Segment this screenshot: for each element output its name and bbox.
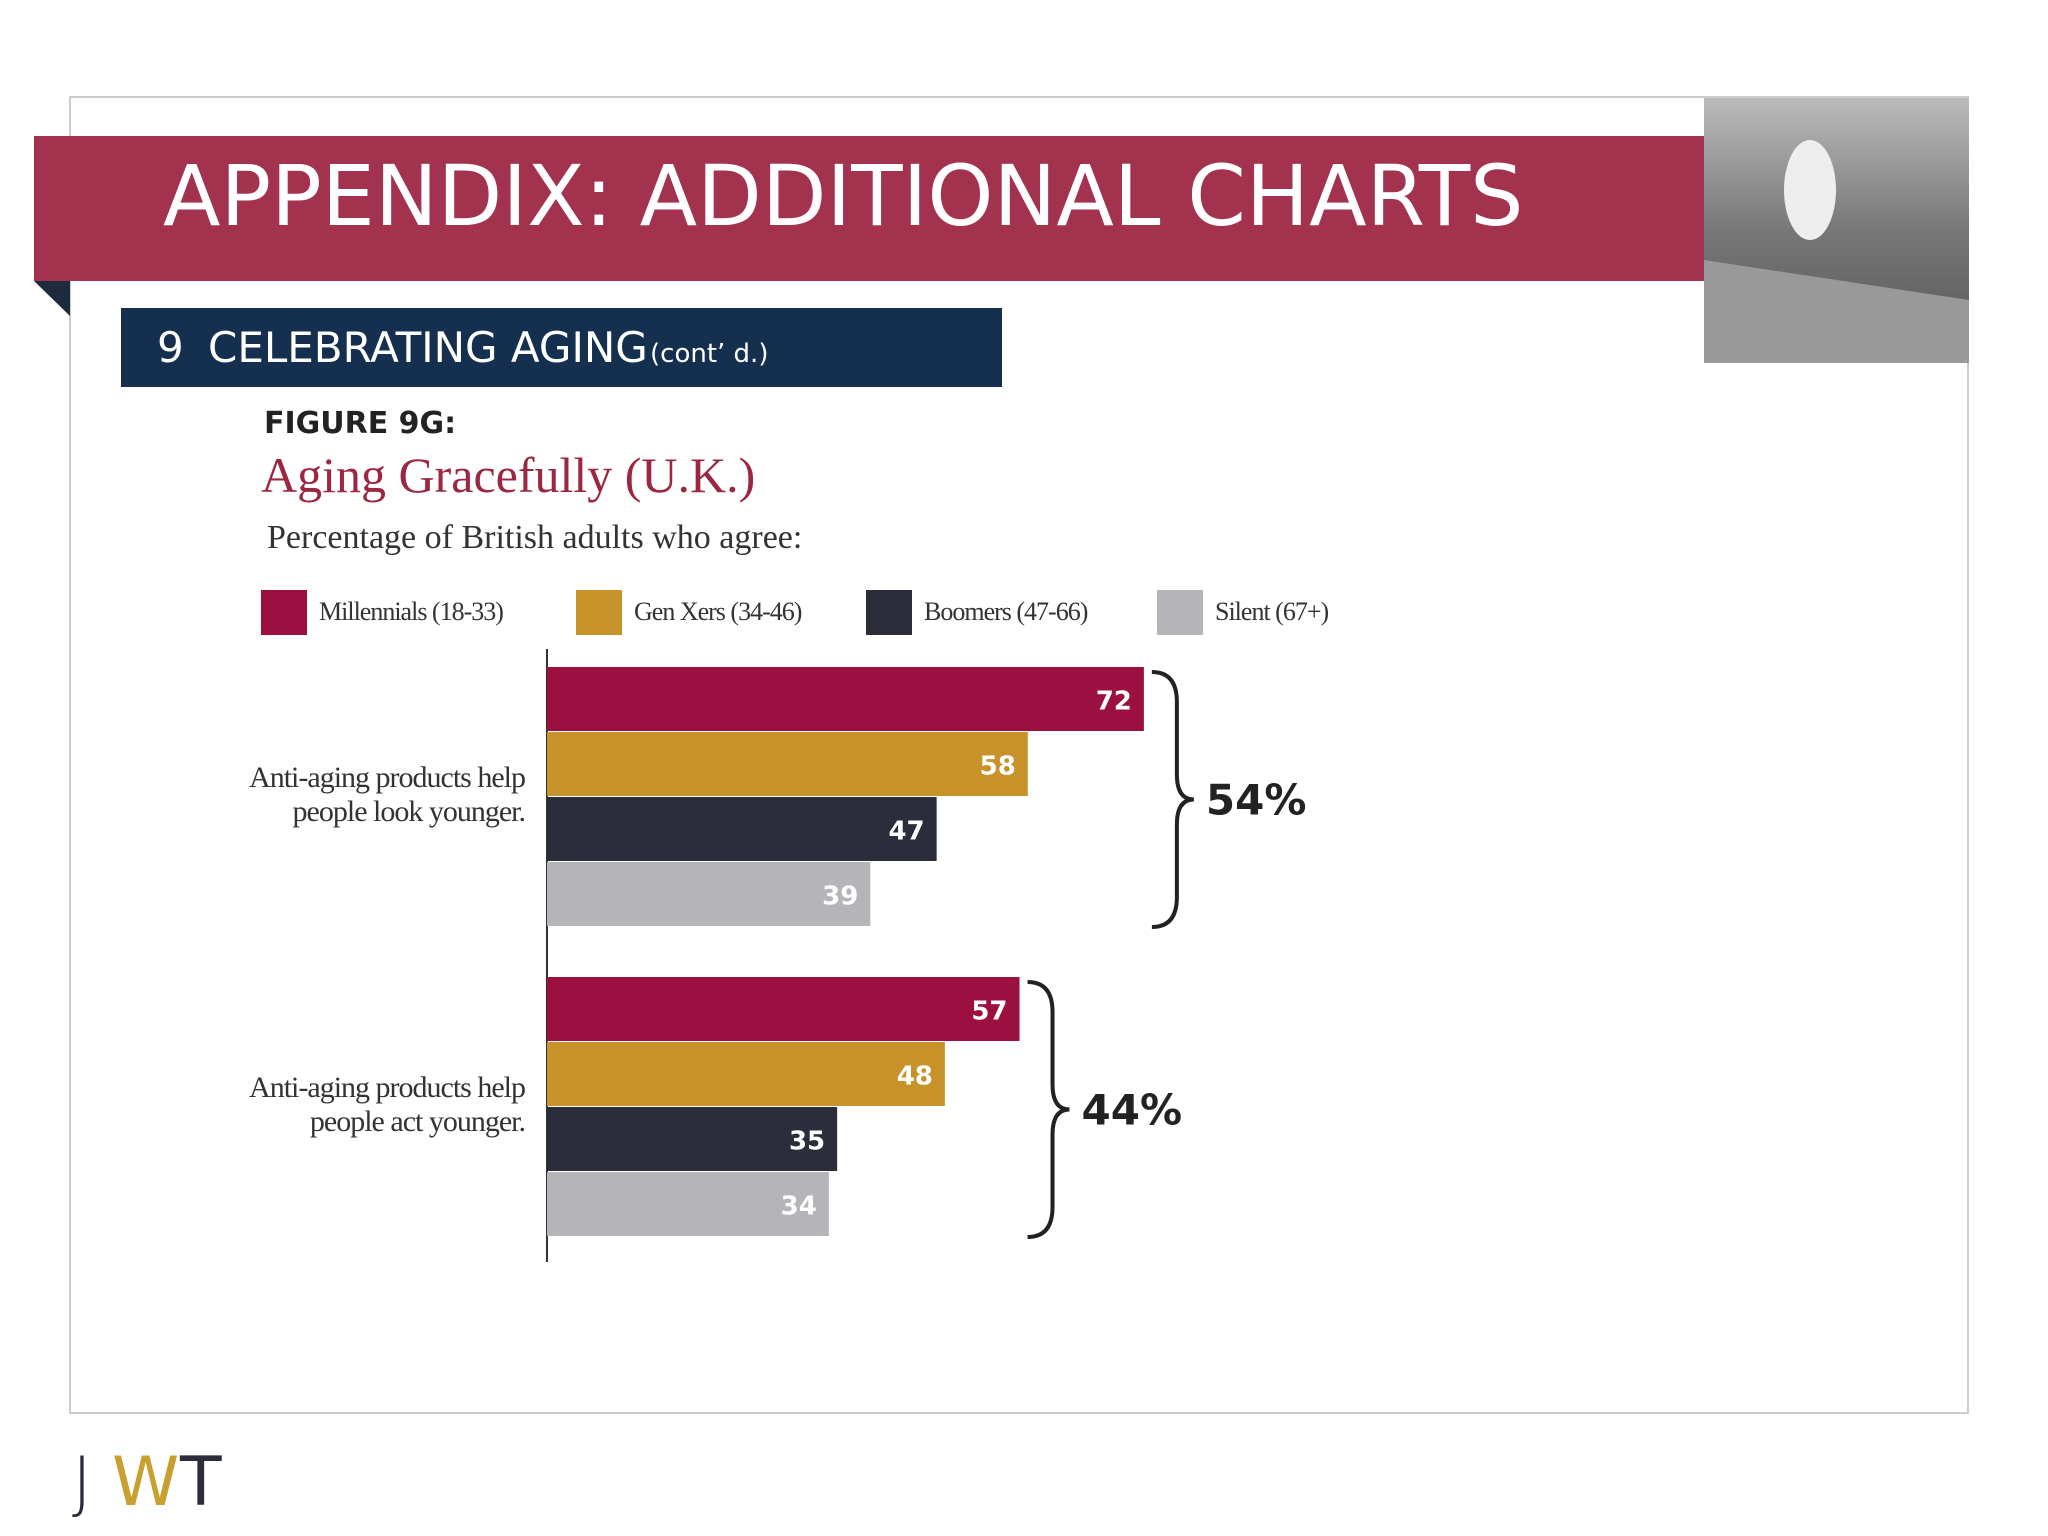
legend-label: Boomers (47-66) (924, 597, 1088, 626)
bar (547, 732, 1028, 796)
legend-swatch (576, 590, 622, 635)
figure-label: FIGURE 9G: (264, 406, 456, 441)
bar (547, 862, 871, 926)
bar (547, 1042, 945, 1106)
section-number: 9 (157, 323, 184, 372)
category-label: Anti-aging products help people look you… (249, 761, 526, 828)
bar (547, 667, 1144, 731)
legend-swatch (261, 590, 307, 635)
value-label: 39 (822, 882, 858, 912)
value-label: 58 (980, 752, 1016, 782)
brace (1151, 670, 1195, 929)
section-title: CELEBRATING AGING (208, 323, 648, 372)
category-label: Anti-aging products help people act youn… (249, 1071, 526, 1138)
legend-swatch (1157, 590, 1203, 635)
brace (1027, 980, 1070, 1239)
value-label: 35 (789, 1127, 825, 1157)
logo-letter: J (72, 1443, 92, 1522)
value-label: 47 (888, 817, 924, 847)
legend-label: Silent (67+) (1215, 597, 1328, 626)
value-label: 72 (1096, 687, 1132, 717)
banner-fold (34, 281, 70, 316)
bar (547, 1172, 829, 1236)
chart-title: Aging Gracefully (U.K.) (261, 447, 755, 503)
value-label: 34 (781, 1192, 817, 1222)
value-label: 57 (971, 997, 1007, 1027)
section-bar (121, 308, 1002, 387)
slide-title: APPENDIX: ADDITIONAL CHARTS (163, 147, 1523, 245)
title-banner (34, 136, 1704, 281)
legend-swatch (866, 590, 912, 635)
annotation: 54% (1206, 776, 1307, 825)
photo-runner (1784, 140, 1836, 240)
bar (547, 797, 937, 861)
logo-letter: T (179, 1443, 222, 1522)
annotation: 44% (1082, 1086, 1183, 1135)
legend-label: Millennials (18-33) (319, 597, 503, 626)
logo-letter: W (112, 1443, 179, 1522)
section-note: (cont’ d.) (650, 339, 768, 369)
bar (547, 977, 1020, 1041)
chart-subtitle: Percentage of British adults who agree: (267, 519, 802, 556)
bar (547, 1107, 838, 1171)
value-label: 48 (897, 1062, 933, 1092)
legend-label: Gen Xers (34-46) (634, 597, 802, 626)
photo-road (1704, 260, 1969, 363)
